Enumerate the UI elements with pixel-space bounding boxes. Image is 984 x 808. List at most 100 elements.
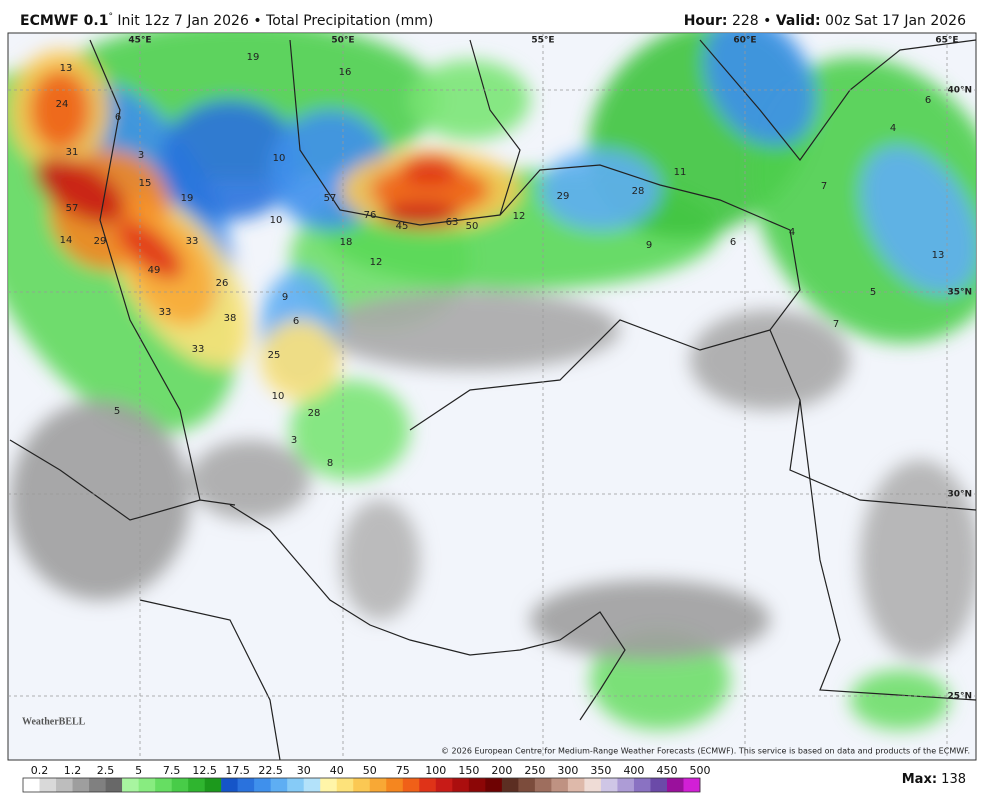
point-value: 57 [324, 193, 337, 204]
valid-label: Valid: [776, 13, 821, 29]
colorbar-swatch [419, 778, 437, 792]
colorbar-swatch [171, 778, 189, 792]
colorbar-label: 5 [135, 764, 142, 777]
colorbar-swatch [254, 778, 271, 792]
colorbar-swatch [56, 778, 73, 792]
colorbar-swatch [353, 778, 371, 792]
colorbar-swatch [386, 778, 404, 792]
point-value: 13 [932, 250, 945, 261]
colorbar-label: 12.5 [192, 764, 217, 777]
point-value: 15 [139, 178, 152, 189]
precip-area [530, 580, 770, 660]
point-value: 18 [340, 237, 353, 248]
colorbar-label: 200 [491, 764, 512, 777]
lon-label: 50°E [331, 36, 354, 46]
header-right: Hour: 228 • Valid: 00z Sat 17 Jan 2026 [684, 13, 966, 29]
max-value: 138 [941, 772, 966, 787]
colorbar-swatch [435, 778, 453, 792]
colorbar-swatch [303, 778, 321, 792]
lon-label: 65°E [935, 36, 958, 46]
border [139, 599, 281, 760]
point-value: 14 [60, 235, 73, 246]
precip-area [861, 146, 976, 294]
point-value: 10 [270, 215, 283, 226]
coastline [229, 504, 626, 721]
colorbar-label: 17.5 [225, 764, 250, 777]
point-value: 76 [364, 210, 377, 221]
precip-field [8, 33, 976, 730]
colorbar: 0.2 1.2 2.5 5 7.5 12.5 17.5 22.5 30 40 50 75 100 150 2… [22, 764, 711, 793]
border [699, 39, 976, 161]
header-left: ECMWF 0.1° Init 12z 7 Jan 2026 • Total P… [20, 8, 433, 29]
precip-area [30, 70, 90, 150]
colorbar-label: 2.5 [97, 764, 115, 777]
point-value: 16 [339, 67, 352, 78]
point-value: 33 [186, 236, 199, 247]
colorbar-swatch [336, 778, 354, 792]
precip-area [290, 380, 410, 480]
colorbar-swatch [89, 778, 106, 792]
point-value: 10 [272, 391, 285, 402]
point-value: 33 [192, 344, 205, 355]
graticule [8, 33, 976, 760]
colorbar-swatch [485, 778, 503, 792]
point-value: 29 [557, 191, 570, 202]
point-value: 45 [396, 221, 409, 232]
precip-area [190, 440, 310, 520]
precip-area [704, 33, 816, 146]
precip-area [410, 60, 530, 140]
map-labels: 45°E 50°E 55°E 60°E 65°E 40°N 35°N 30°N 25°N 13 24… [56, 36, 972, 702]
lon-label: 55°E [531, 36, 554, 46]
precip-area [400, 155, 460, 185]
model: ECMWF 0.1 [20, 13, 108, 29]
colorbar-outline [22, 777, 701, 793]
point-value: 13 [60, 63, 73, 74]
point-value: 28 [632, 186, 645, 197]
logo: WeatherBELL [22, 716, 86, 727]
point-value: 11 [674, 167, 687, 178]
colorbar-swatch [683, 778, 701, 792]
colorbar-swatch [534, 778, 552, 792]
point-value: 6 [925, 95, 931, 106]
colorbar-swatch [320, 778, 338, 792]
colorbar-label: 500 [690, 764, 711, 777]
point-value: 57 [66, 203, 79, 214]
colorbar-label: 450 [656, 764, 677, 777]
init: Init 12z 7 Jan 2026 [117, 13, 249, 29]
colorbar-swatch [501, 778, 519, 792]
colorbar-swatch [551, 778, 569, 792]
point-value: 6 [730, 237, 736, 248]
point-value: 3 [138, 150, 144, 161]
point-value: 10 [273, 153, 286, 164]
lon-label: 60°E [733, 36, 756, 46]
colorbar-swatch [567, 778, 585, 792]
point-value: 38 [224, 313, 237, 324]
border [799, 399, 976, 701]
point-value: 12 [513, 211, 526, 222]
colorbar-label: 50 [363, 764, 377, 777]
precip-area [260, 320, 340, 400]
point-value: 26 [216, 278, 229, 289]
colorbar-swatch [270, 778, 288, 792]
colorbar-swatch [39, 778, 57, 792]
colorbar-label: 40 [330, 764, 344, 777]
colorbar-label: 0.2 [31, 764, 49, 777]
point-value: 31 [66, 147, 79, 158]
point-value: 5 [114, 406, 120, 417]
model-sup: ° [108, 12, 113, 22]
separator: • [763, 13, 771, 29]
point-value: 6 [115, 112, 121, 123]
point-value: 19 [247, 52, 260, 63]
max: Max: 138 [902, 772, 966, 787]
point-value: 12 [370, 257, 383, 268]
point-value: 7 [821, 181, 827, 192]
colorbar-label: 250 [524, 764, 545, 777]
colorbar-swatch [617, 778, 635, 792]
colorbar-swatch [105, 778, 123, 792]
point-value: 5 [870, 287, 876, 298]
lon-label: 45°E [128, 36, 151, 46]
hour-label: Hour: [684, 13, 728, 29]
colorbar-swatch [138, 778, 156, 792]
point-value: 28 [308, 408, 321, 419]
